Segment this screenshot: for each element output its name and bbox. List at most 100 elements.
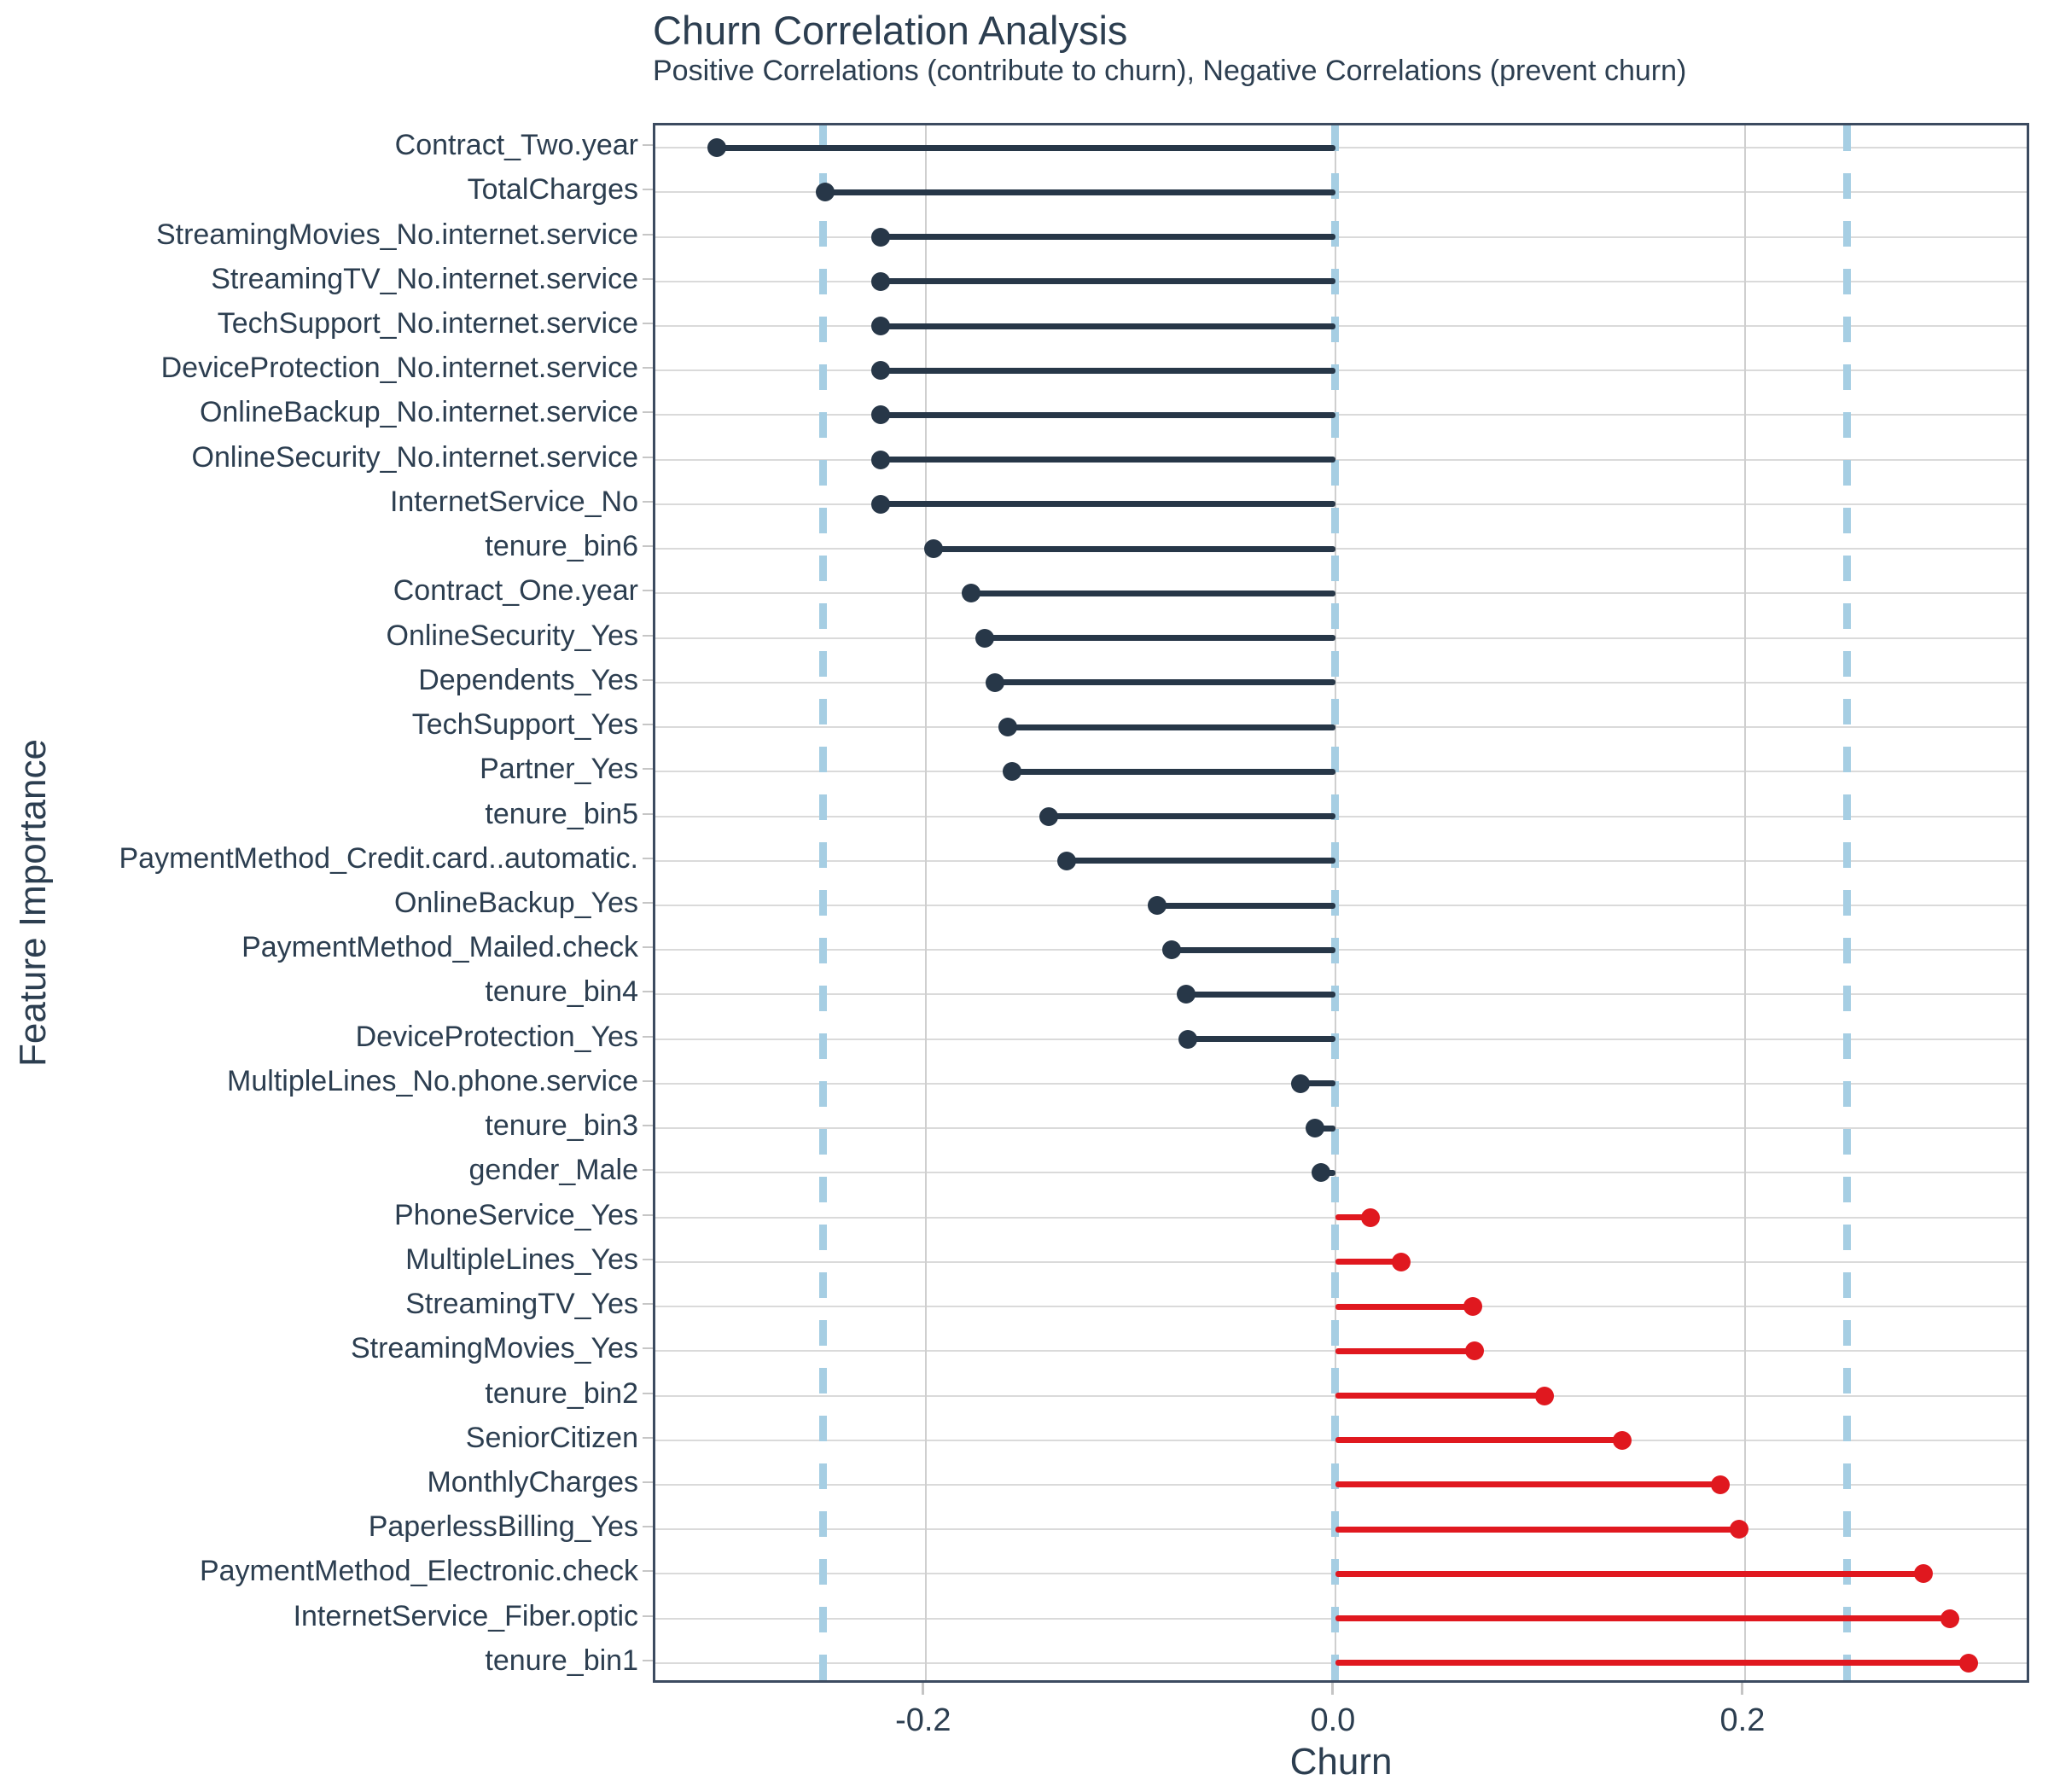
lollipop-stem — [1335, 1393, 1545, 1399]
feature-label: MonthlyCharges — [427, 1465, 638, 1498]
row-gridline — [655, 1127, 2027, 1130]
row-gridline — [655, 147, 2027, 149]
lollipop-dot — [871, 450, 891, 469]
lollipop-dot — [1057, 851, 1077, 870]
threshold-dashed-line — [819, 125, 828, 1680]
feature-label: tenure_bin4 — [485, 975, 638, 1009]
x-tick-label: -0.2 — [895, 1702, 951, 1738]
row-gridline — [655, 681, 2027, 684]
lollipop-dot — [1305, 1119, 1324, 1138]
lollipop-stem — [934, 545, 1335, 552]
lollipop-stem — [1011, 768, 1335, 775]
y-tick-mark — [643, 634, 653, 637]
feature-label: tenure_bin6 — [485, 530, 638, 563]
x-gridline — [1743, 125, 1746, 1680]
row-gridline — [655, 1172, 2027, 1174]
row-gridline — [655, 637, 2027, 639]
feature-label: PhoneService_Yes — [393, 1198, 638, 1231]
plot-panel — [653, 123, 2029, 1683]
x-tick-mark — [922, 1683, 925, 1695]
x-axis-title: Churn — [1289, 1741, 1393, 1783]
feature-label: TechSupport_No.internet.service — [217, 307, 638, 340]
lollipop-stem — [1335, 1615, 1950, 1622]
feature-label: tenure_bin3 — [485, 1109, 638, 1143]
y-tick-mark — [643, 1570, 653, 1573]
feature-label: PaymentMethod_Credit.card..automatic. — [119, 841, 638, 875]
y-tick-mark — [643, 456, 653, 458]
lollipop-stem — [985, 635, 1335, 642]
lollipop-stem — [1335, 1259, 1401, 1265]
x-tick-mark — [1331, 1683, 1335, 1695]
feature-label: DeviceProtection_No.internet.service — [160, 352, 638, 385]
row-gridline — [655, 1082, 2027, 1085]
y-tick-mark — [643, 1213, 653, 1216]
lollipop-dot — [1391, 1252, 1411, 1271]
lollipop-stem — [881, 457, 1335, 463]
feature-label: TotalCharges — [467, 173, 638, 207]
y-tick-mark — [643, 1079, 653, 1082]
feature-label: Partner_Yes — [480, 753, 638, 786]
feature-label: InternetService_No — [389, 485, 638, 518]
row-gridline — [655, 503, 2027, 505]
y-tick-mark — [643, 678, 653, 681]
lollipop-dot — [871, 361, 891, 381]
lollipop-dot — [871, 494, 891, 514]
feature-label: StreamingTV_No.internet.service — [211, 262, 638, 295]
lollipop-dot — [871, 405, 891, 425]
feature-label: tenure_bin1 — [485, 1644, 638, 1677]
row-gridline — [655, 949, 2027, 951]
y-tick-mark — [643, 545, 653, 548]
lollipop-stem — [1335, 1481, 1721, 1488]
lollipop-dot — [1312, 1163, 1331, 1183]
lollipop-dot — [1612, 1430, 1632, 1450]
feature-label: Contract_Two.year — [394, 129, 638, 162]
threshold-dashed-line — [1843, 125, 1852, 1680]
feature-label: tenure_bin2 — [485, 1376, 638, 1410]
lollipop-dot — [1002, 762, 1021, 782]
lollipop-dot — [1161, 940, 1181, 960]
y-tick-mark — [643, 1436, 653, 1439]
lollipop-stem — [1067, 858, 1335, 864]
row-gridline — [655, 592, 2027, 595]
lollipop-stem — [881, 501, 1335, 508]
lollipop-dot — [871, 317, 891, 336]
y-tick-mark — [643, 1392, 653, 1394]
lollipop-dot — [1463, 1297, 1482, 1317]
lollipop-dot — [1534, 1386, 1554, 1405]
lollipop-stem — [881, 323, 1335, 329]
row-gridline — [655, 726, 2027, 729]
row-gridline — [655, 369, 2027, 372]
x-tick-mark — [1741, 1683, 1744, 1695]
chart-title: Churn Correlation Analysis — [653, 8, 1128, 53]
lollipop-dot — [707, 138, 726, 158]
feature-label-column: Contract_Two.year TotalCharges StreamingMo… — [0, 123, 638, 1683]
feature-label: MultipleLines_No.phone.service — [227, 1064, 638, 1097]
row-gridline — [655, 859, 2027, 862]
y-tick-mark — [643, 1615, 653, 1617]
lollipop-dot — [1148, 896, 1167, 915]
lollipop-dot — [924, 539, 944, 559]
lollipop-stem — [1335, 1347, 1475, 1354]
lollipop-stem — [881, 278, 1335, 285]
lollipop-stem — [1007, 724, 1335, 730]
feature-label: MultipleLines_Yes — [405, 1242, 638, 1276]
feature-label: PaperlessBilling_Yes — [368, 1510, 638, 1544]
lollipop-dot — [871, 227, 891, 247]
lollipop-stem — [1185, 991, 1335, 998]
threshold-dashed-line — [1331, 125, 1340, 1680]
feature-label: OnlineBackup_Yes — [393, 887, 638, 919]
lollipop-stem — [1335, 1570, 1923, 1577]
y-tick-mark — [643, 144, 653, 147]
feature-label: SeniorCitizen — [465, 1421, 638, 1454]
row-gridline — [655, 771, 2027, 773]
x-tick-label: 0.0 — [1310, 1702, 1356, 1738]
feature-label: TechSupport_Yes — [411, 708, 638, 742]
y-tick-mark — [643, 1526, 653, 1528]
y-tick-mark — [643, 1169, 653, 1172]
row-gridline — [655, 280, 2027, 282]
x-tick-label: 0.2 — [1719, 1702, 1766, 1738]
lollipop-stem — [1048, 813, 1335, 820]
y-tick-mark — [643, 590, 653, 592]
lollipop-dot — [961, 584, 980, 603]
